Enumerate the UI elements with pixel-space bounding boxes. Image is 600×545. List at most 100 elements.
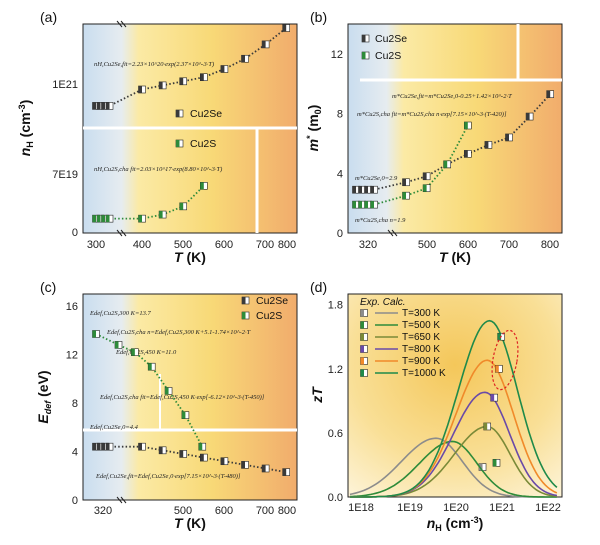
panel-c-ytick-1: 4 bbox=[72, 447, 78, 459]
panel-c-legend: Cu2Se Cu2S bbox=[241, 295, 288, 322]
panel-b-legend-cu2s: Cu2S bbox=[375, 50, 401, 62]
panel-a-ylabel-sub: H bbox=[25, 141, 35, 148]
panel-c-xtick-0: 320 bbox=[94, 505, 112, 517]
panel-a-fit-cu2se: nH,Cu2Se,fit=2.23×10^20·exp(2.37×10^-3·T… bbox=[94, 61, 214, 68]
panel-a-legend-marker-cu2se-fill bbox=[176, 110, 180, 117]
panel-d-legend-label-4: T=900 K bbox=[402, 356, 440, 367]
panel-b-ytick-3: 12 bbox=[331, 49, 343, 61]
panel-b-axis-break-2 bbox=[391, 229, 398, 237]
panel-b-fit-0: m*Cu2Se,fit=m*Cu2Se,0-0.25+1.42×10^-2·T bbox=[392, 93, 512, 100]
panel-c-label: (c) bbox=[40, 279, 56, 295]
panel-d-exp-point-0-fill bbox=[479, 463, 483, 471]
panel-c-point-1-3-fill bbox=[148, 363, 152, 371]
panel-a-xlabel: T (K) bbox=[174, 249, 206, 265]
panel-c-fit-2: Edef,Cu2S,450 K=11.0 bbox=[115, 349, 177, 356]
panel-c-ylabel-sub: def bbox=[43, 400, 53, 415]
panel-a-point-1-0-fill bbox=[92, 215, 96, 223]
panel-b-fit-2: m*Cu2Se,0=2.9 bbox=[355, 175, 398, 182]
panel-c-point-1-4-fill bbox=[165, 387, 169, 395]
panel-c-xtick-3: 700 bbox=[256, 505, 274, 517]
panel-b-axis-break-1 bbox=[387, 229, 394, 237]
panel-c-x-ticks: 320 500 600 700 800 bbox=[94, 496, 296, 517]
panel-c-ylabel-symbol: E bbox=[35, 414, 51, 424]
panel-c-point-1-6-fill bbox=[198, 443, 203, 451]
panel-d: (d) Exp. Calc. T=300 KT=500 KT=650 KT=80… bbox=[309, 279, 563, 533]
panel-c-fit-3: Edef,Cu2S,cha fit=Edef,Cu2S,450 K·exp[-6… bbox=[99, 394, 265, 401]
panel-c-ytick-2: 8 bbox=[72, 398, 78, 410]
panel-d-plot-area bbox=[347, 293, 563, 498]
panel-c-point-1-0-fill bbox=[92, 330, 96, 338]
panel-d-ytick-1: 0.6 bbox=[328, 428, 343, 440]
panel-b-marks bbox=[352, 90, 555, 209]
panel-b-xtick-2: 600 bbox=[459, 239, 477, 251]
panel-c-xlabel: T (K) bbox=[174, 515, 206, 531]
panel-c-fit-5: Edef,Cu2Se,fit=Edef,Cu2Se,0·exp[7.15×10^… bbox=[95, 473, 241, 480]
panel-b-legend: Cu2Se Cu2S bbox=[361, 33, 407, 62]
panel-b-plot-area bbox=[347, 23, 563, 234]
panel-b-point-1-4-fill bbox=[402, 192, 406, 200]
panel-d-exp-point-4-fill bbox=[495, 365, 499, 373]
panel-c-point-0-8-fill bbox=[220, 457, 225, 465]
panel-b-fit-1: m*Cu2S,cha fit=m*Cu2S,cha n·exp[7.15×10^… bbox=[357, 111, 507, 118]
panel-a-point-0-1-fill bbox=[97, 102, 101, 110]
panel-b-xtick-4: 800 bbox=[541, 239, 559, 251]
panel-b-x-ticks: 320 500 600 700 800 bbox=[359, 229, 559, 251]
panel-d-xlabel: nH (cm-3) bbox=[427, 515, 484, 533]
panel-a-point-1-7-fill bbox=[200, 182, 204, 190]
panel-a: (a) nH,Cu2Se,fit=2.23×10^20·exp(2.37×10^… bbox=[17, 9, 298, 265]
panel-c-point-1-1-fill bbox=[115, 341, 119, 349]
panel-a-point-0-5-fill bbox=[159, 81, 163, 89]
panel-c-ylabel: Edef (eV) bbox=[35, 370, 53, 423]
panel-b-point-1-7-fill bbox=[464, 122, 468, 130]
panel-d-exp-point-5-fill bbox=[497, 333, 502, 341]
panel-a-point-1-4-fill bbox=[138, 215, 142, 223]
panel-a-axis-break-2 bbox=[120, 229, 127, 237]
panel-a-xlabel-symbol: T bbox=[174, 249, 184, 265]
panel-b-point-1-6-fill bbox=[443, 160, 448, 168]
panel-d-highlight-ellipse bbox=[491, 329, 519, 391]
panel-d-xlabel-sub: H bbox=[435, 523, 442, 533]
panel-a-fit-cu2s: nH,Cu2S,cha fit=2.03×10^17·exp(8.80×10^-… bbox=[94, 166, 222, 173]
panel-b-y-ticks: 0 4 8 12 bbox=[331, 49, 343, 240]
panel-b-ytick-2: 8 bbox=[337, 109, 343, 121]
panel-a-marks bbox=[92, 24, 291, 223]
panel-c-ytick-3: 12 bbox=[66, 350, 78, 362]
panel-d-xtick-4: 1E22 bbox=[535, 502, 561, 514]
panel-c-axis-break-2 bbox=[120, 496, 127, 504]
panel-b-point-0-10-fill bbox=[526, 113, 530, 121]
panel-a-ytick-upper: 1E21 bbox=[52, 79, 78, 91]
panel-b-point-0-3-fill bbox=[370, 186, 374, 194]
panel-b-ylabel-sub: 0 bbox=[313, 109, 323, 114]
panel-b-xtick-0: 320 bbox=[359, 239, 377, 251]
panel-c-point-1-5-fill bbox=[181, 411, 186, 419]
panel-c-fit-0: Edef,Cu2S,300 K=13.7 bbox=[89, 310, 151, 317]
panel-d-curve-5 bbox=[350, 319, 558, 498]
panel-c-xlabel-unit: (K) bbox=[183, 515, 206, 531]
panel-a-axis-break-4 bbox=[120, 20, 127, 28]
panel-a-ytick-1: 7E19 bbox=[52, 169, 78, 181]
panel-c-fit-4: Edef,Cu2Se,0=4.4 bbox=[89, 424, 139, 431]
panel-d-xlabel-sup: -3 bbox=[471, 515, 479, 525]
panel-a-point-1-1-fill bbox=[97, 215, 101, 223]
panel-a-point-0-2-fill bbox=[101, 102, 105, 110]
panel-d-marks bbox=[349, 319, 558, 498]
panel-d-ylabel: zT bbox=[309, 386, 325, 404]
panel-d-legend-exp-marker-4-fill bbox=[360, 357, 364, 365]
panel-c-point-0-4-fill bbox=[138, 443, 142, 451]
panel-b-point-0-0-fill bbox=[352, 186, 356, 194]
panel-c-ytick-0: 0 bbox=[72, 495, 78, 507]
panel-c-point-0-7-fill bbox=[200, 454, 204, 462]
panel-c: (c) Edef,Cu2S,300 K=13.7 Edef,Cu2S,cha n… bbox=[35, 279, 298, 531]
panel-d-ytick-3: 1.8 bbox=[328, 300, 343, 312]
panel-d-xtick-1: 1E19 bbox=[397, 502, 423, 514]
panel-d-exp-point-2-fill bbox=[483, 422, 488, 430]
panel-b-point-0-7-fill bbox=[464, 150, 468, 158]
panel-c-point-0-11-fill bbox=[282, 468, 287, 476]
panel-b-legend-marker-cu2se-fill bbox=[362, 35, 366, 42]
panel-d-legend-label-2: T=650 K bbox=[402, 332, 440, 343]
panel-b-ytick-0: 0 bbox=[337, 228, 343, 240]
panel-a-xtick-0: 300 bbox=[87, 239, 105, 251]
panel-b-xlabel-unit: (K) bbox=[448, 249, 471, 265]
panel-d-exp-point-3-fill bbox=[490, 394, 495, 402]
panel-b-ylabel-symbol: m bbox=[305, 139, 321, 151]
